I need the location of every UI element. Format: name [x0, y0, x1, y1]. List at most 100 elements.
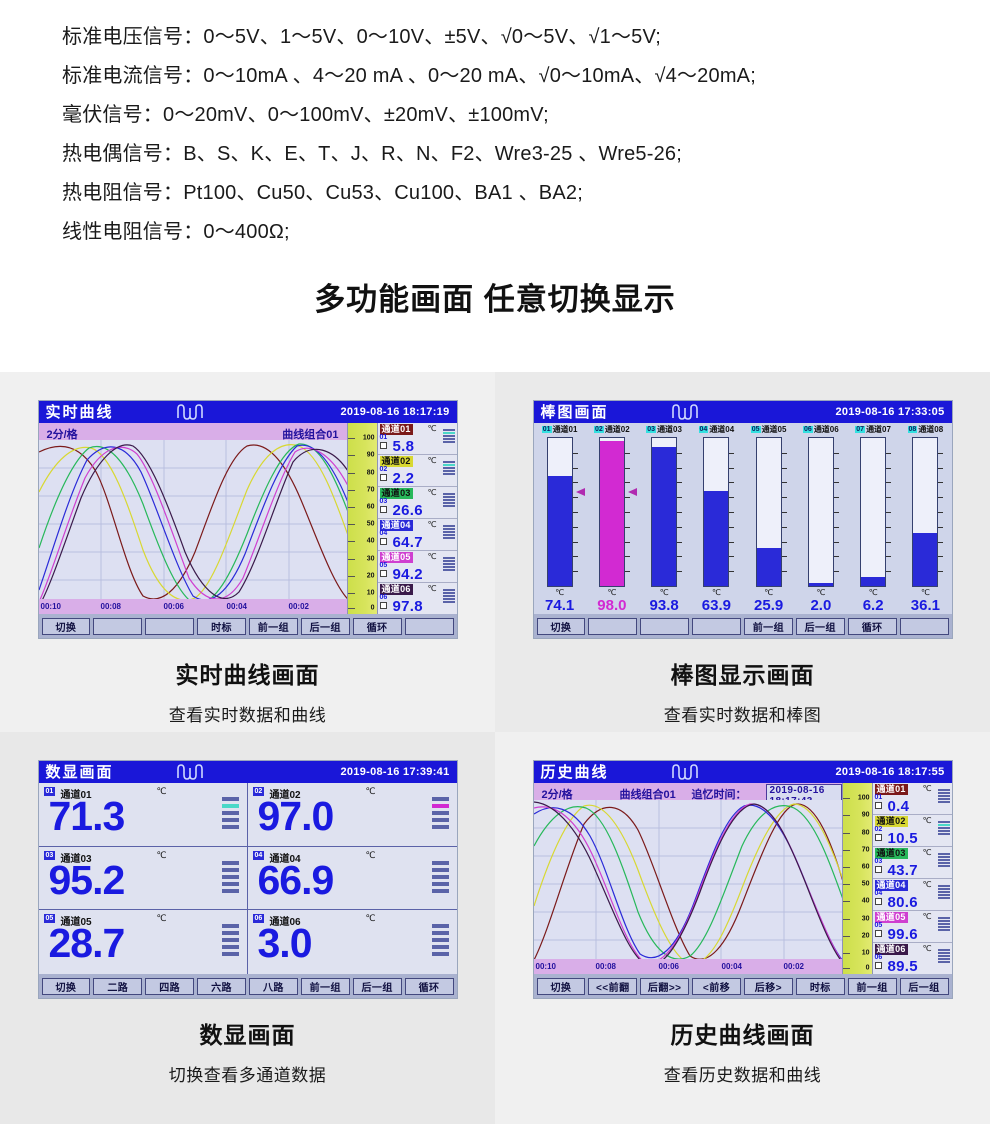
channel-checkbox[interactable] — [874, 834, 882, 841]
channel-index: 04 — [379, 530, 388, 537]
bar-column[interactable]: 03 通道03 ℃ 93.8 — [638, 423, 690, 614]
channel-index: 03 — [874, 858, 883, 865]
bar-name: 通道01 — [552, 425, 578, 434]
channel-row[interactable]: 通道06 ℃ 06 89.5 — [873, 943, 952, 974]
curve-plot-region: 2分/格 曲线组合01 — [38, 423, 347, 614]
button-eight-ch[interactable]: 八路 — [249, 977, 298, 995]
bar-value: 98.0 — [597, 597, 627, 614]
channel-checkbox[interactable] — [874, 930, 882, 937]
bar-column[interactable]: 01 通道01 ℃ 74.1 — [534, 423, 586, 614]
channel-unit: ℃ — [922, 784, 932, 793]
bar-header: 08 通道08 — [899, 423, 951, 436]
channel-unit: ℃ — [427, 488, 437, 497]
ruler-tick-30: 30 — [366, 555, 375, 563]
bar-column[interactable]: 08 通道08 ℃ 36.1 — [899, 423, 951, 614]
button-next-group[interactable]: 后一组 — [300, 617, 350, 635]
digital-cell[interactable]: 05 通道05 ℃ 28.7 — [39, 910, 248, 974]
channel-row[interactable]: 通道06 ℃ 06 97.8 — [378, 583, 457, 614]
button-switch[interactable]: 切换 — [41, 977, 91, 995]
channel-checkbox[interactable] — [379, 602, 387, 609]
channel-checkbox[interactable] — [379, 442, 387, 449]
channel-checkbox[interactable] — [874, 962, 882, 969]
curve-plot[interactable] — [38, 440, 347, 599]
button-next-group[interactable]: 后一组 — [899, 977, 949, 995]
button-cycle[interactable]: 循环 — [847, 617, 897, 635]
button-timemark[interactable]: 时标 — [795, 977, 845, 995]
channel-row[interactable]: 通道01 ℃ 01 5.8 — [377, 423, 457, 455]
button-blank-2[interactable] — [640, 617, 690, 635]
channel-row[interactable]: 通道05 ℃ 05 94.2 — [377, 551, 457, 583]
button-page-forward[interactable]: 后翻>> — [640, 977, 690, 995]
cell-unit: ℃ — [156, 786, 167, 796]
button-prev-group[interactable]: 前一组 — [300, 977, 350, 995]
device-screen-realtime-curve[interactable]: 实时曲线 2019-08-16 18:17:19 2分/格 曲线组合01 — [37, 400, 458, 639]
signal-spec-list: 标准电压信号：0～5V、1～5V、0～10V、±5V、√0～5V、√1～5V; … — [0, 0, 990, 252]
button-switch[interactable]: 切换 — [536, 617, 586, 635]
button-blank-1[interactable] — [588, 617, 638, 635]
channel-checkbox[interactable] — [874, 898, 882, 905]
button-page-back[interactable]: <<前翻 — [588, 977, 638, 995]
channel-row[interactable]: 通道01 ℃ 01 0.4 — [872, 783, 952, 815]
button-two-ch[interactable]: 二路 — [93, 977, 143, 995]
channel-checkbox[interactable] — [379, 538, 387, 545]
channel-row[interactable]: 通道02 ℃ 02 2.2 — [377, 455, 457, 487]
button-blank-3[interactable] — [404, 617, 454, 635]
channel-row[interactable]: 通道03 ℃ 03 43.7 — [872, 847, 952, 879]
button-prev-group[interactable]: 前一组 — [249, 617, 298, 635]
button-prev-group[interactable]: 前一组 — [847, 977, 897, 995]
button-prev-group[interactable]: 前一组 — [744, 617, 793, 635]
bar-column[interactable]: 05 通道05 ℃ 25.9 — [743, 423, 795, 614]
x-tick-3: 00:06 — [658, 962, 679, 971]
channel-checkbox[interactable] — [874, 866, 882, 873]
button-switch[interactable]: 切换 — [536, 977, 586, 995]
channel-checkbox[interactable] — [874, 802, 882, 809]
ruler-tick-60: 60 — [861, 863, 870, 871]
button-blank-1[interactable] — [93, 617, 143, 635]
digital-cell[interactable]: 03 通道03 ℃ 95.2 — [38, 846, 248, 911]
device-screen-history-curve[interactable]: 历史曲线 2019-08-16 18:17:55 2分/格 曲线组合01 追忆时… — [532, 760, 953, 999]
channel-tag: 通道01 — [874, 784, 908, 795]
digital-cell[interactable]: 01 通道01 ℃ 71.3 — [38, 783, 248, 847]
channel-row[interactable]: 通道04 ℃ 04 80.6 — [872, 879, 952, 911]
caption-subtitle: 查看历史数据和曲线 — [663, 1066, 822, 1085]
channel-checkbox[interactable] — [379, 570, 387, 577]
channel-checkbox[interactable] — [379, 474, 387, 481]
button-timemark[interactable]: 时标 — [197, 617, 246, 635]
curve-area: 2分/格 曲线组合01 追忆时间： 2019-08-16 18:17:43 — [533, 783, 952, 974]
channel-row[interactable]: 通道02 ℃ 02 10.5 — [872, 815, 952, 847]
button-shift-forward[interactable]: 后移> — [744, 977, 793, 995]
channel-row[interactable]: 通道03 ℃ 03 26.6 — [377, 487, 457, 519]
bar-column[interactable]: 04 通道04 ℃ 63.9 — [690, 423, 742, 614]
channel-checkbox[interactable] — [379, 506, 387, 513]
bar-column[interactable]: 07 通道07 ℃ 6.2 — [847, 423, 899, 614]
channel-row[interactable]: 通道04 ℃ 04 64.7 — [377, 519, 457, 551]
button-blank-4[interactable] — [899, 617, 949, 635]
curve-plot[interactable] — [533, 800, 842, 959]
channel-value: 80.6 — [887, 894, 918, 911]
button-cycle[interactable]: 循环 — [352, 617, 402, 635]
button-shift-back[interactable]: <前移 — [692, 977, 741, 995]
channel-unit: ℃ — [427, 584, 437, 593]
channel-row[interactable]: 通道05 ℃ 05 99.6 — [872, 911, 952, 943]
button-next-group[interactable]: 后一组 — [795, 617, 845, 635]
digital-cell[interactable]: 04 通道04 ℃ 66.9 — [247, 847, 457, 911]
bar-column[interactable]: 02 通道02 ℃ 98.0 — [586, 423, 638, 614]
device-screen-bar-chart[interactable]: 棒图画面 2019-08-16 17:33:05 01 通道01 — [532, 400, 953, 639]
button-switch[interactable]: 切换 — [41, 617, 91, 635]
bar-unit: ℃ — [868, 588, 878, 597]
button-blank-2[interactable] — [145, 617, 195, 635]
button-blank-3[interactable] — [692, 617, 741, 635]
screen-datetime: 2019-08-16 17:33:05 — [835, 406, 945, 418]
button-four-ch[interactable]: 四路 — [145, 977, 195, 995]
digital-cell[interactable]: 02 通道02 ℃ 97.0 — [247, 783, 457, 847]
bar-chart-area: 01 通道01 ℃ 74.1 02 — [533, 423, 952, 614]
digital-cell[interactable]: 06 通道06 ℃ 3.0 — [248, 910, 457, 974]
button-cycle[interactable]: 循环 — [404, 977, 454, 995]
curve-value-ruler: 100 90 80 70 60 50 40 30 20 10 0 — [346, 423, 377, 614]
button-next-group[interactable]: 后一组 — [352, 977, 402, 995]
channel-index: 05 — [874, 922, 883, 929]
button-six-ch[interactable]: 六路 — [197, 977, 246, 995]
device-screen-digital-display[interactable]: 数显画面 2019-08-16 17:39:41 01 通道01 ℃ 71.3 — [37, 760, 458, 999]
ruler-tick-0: 0 — [370, 604, 375, 612]
bar-column[interactable]: 06 通道06 ℃ 2.0 — [795, 423, 847, 614]
